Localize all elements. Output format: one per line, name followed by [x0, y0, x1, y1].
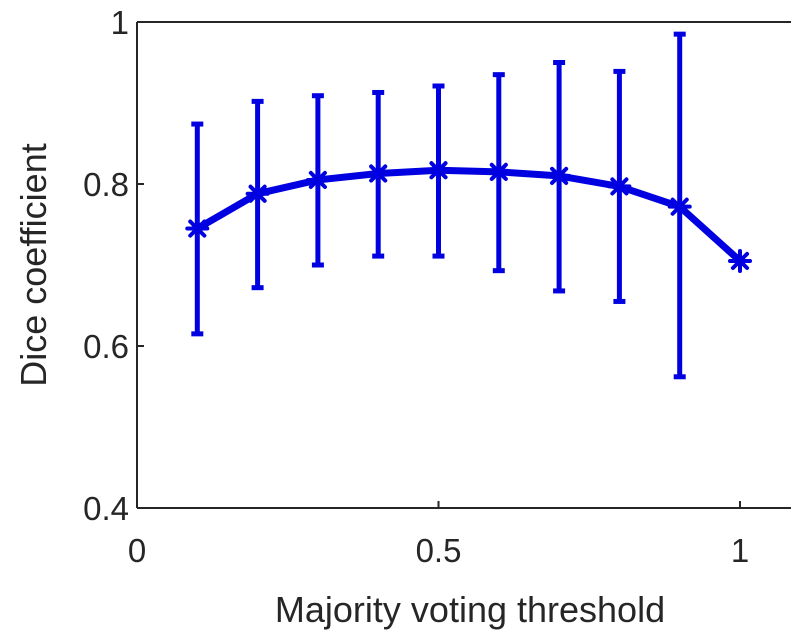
- marker-stroke: [308, 170, 327, 190]
- tick-group: 0.4 0.6 0.8 1 0 0.5 1: [83, 4, 749, 569]
- y-axis-label: Dice coefficient: [13, 143, 54, 386]
- marker-stroke: [730, 251, 750, 271]
- markers: [185, 158, 752, 273]
- data-point: [547, 163, 572, 188]
- marker-stroke: [610, 177, 629, 196]
- x-axis-label: Majority voting threshold: [275, 589, 665, 630]
- marker-stroke: [188, 219, 207, 238]
- data-point: [305, 167, 330, 192]
- axes: [136, 21, 791, 509]
- marker-stroke: [429, 161, 448, 180]
- data-point: [667, 194, 692, 219]
- error-bars: [191, 31, 686, 380]
- data-point: [486, 159, 511, 184]
- y-tick-label: 0.8: [83, 166, 129, 203]
- marker-stroke: [489, 162, 508, 181]
- x-tick-label: 0: [128, 532, 146, 569]
- marker-stroke: [369, 164, 388, 183]
- y-tick-label: 0.4: [83, 490, 129, 527]
- data-point: [607, 174, 632, 199]
- marker-stroke: [550, 166, 569, 185]
- data-point: [245, 181, 270, 206]
- data-point: [426, 158, 451, 183]
- marker-stroke: [248, 184, 267, 203]
- marker-stroke: [670, 197, 689, 216]
- x-tick-label: 0.5: [416, 532, 462, 569]
- data-point: [366, 161, 391, 186]
- x-tick-label: 1: [731, 532, 749, 569]
- y-tick-label: 0.6: [83, 328, 129, 365]
- y-tick-label: 1: [111, 4, 129, 41]
- data-point: [185, 216, 210, 241]
- series-line: [193, 166, 744, 265]
- data-point: [728, 248, 752, 273]
